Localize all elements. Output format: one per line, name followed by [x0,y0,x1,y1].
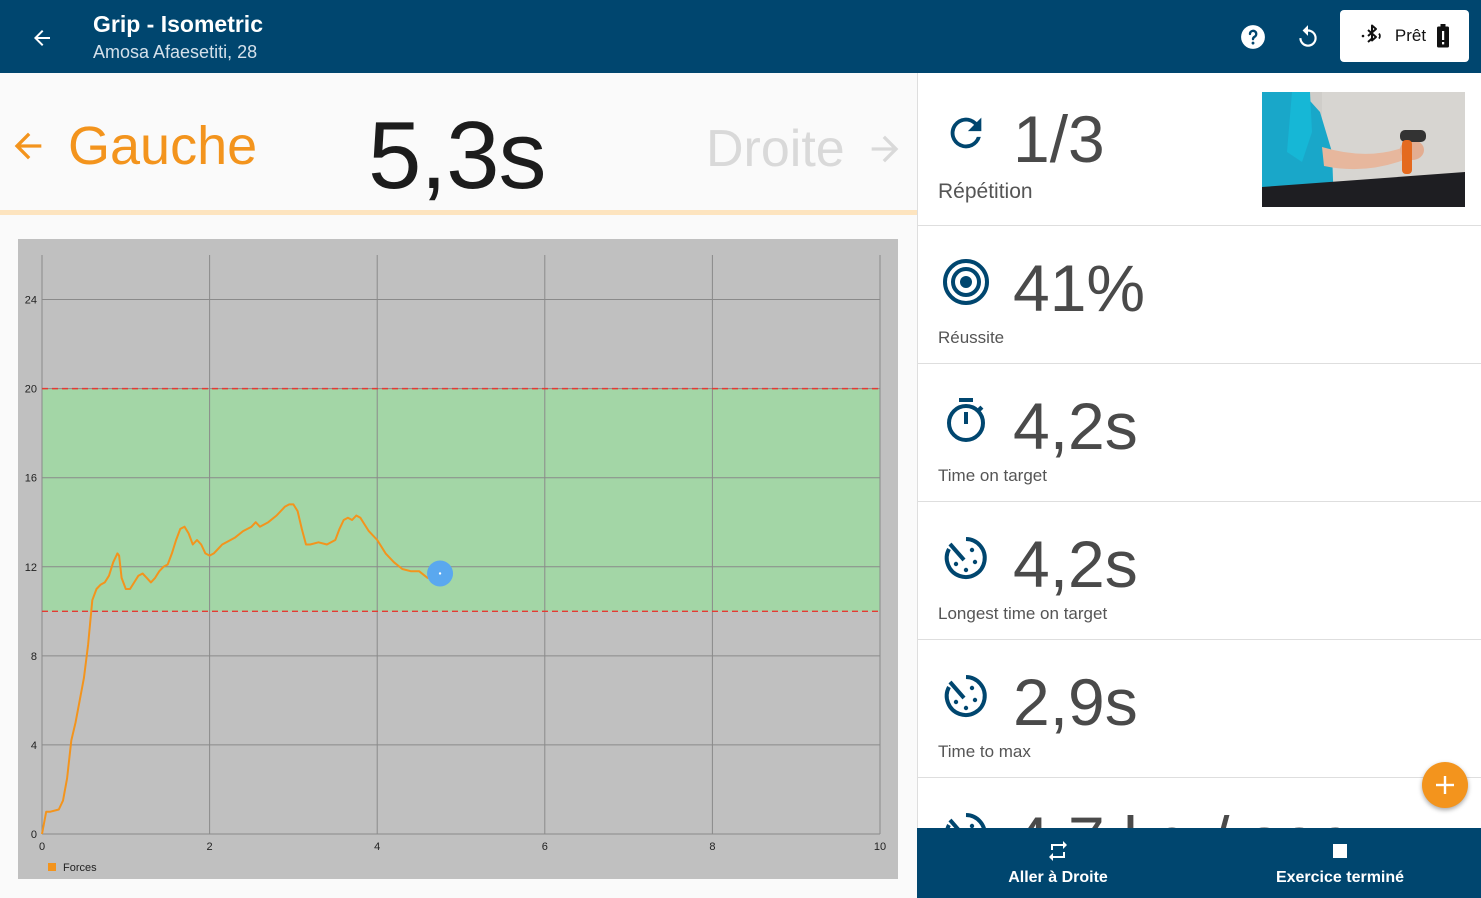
metric-label: Répétition [938,180,1033,203]
current-force-cursor-dot [438,572,442,575]
bluetooth-connected-icon [1361,24,1381,43]
exercise-panel: Gauche 5,3s Droite 0 2 4 6 8 10 0 4 8 12 16 20 24 For… [0,73,917,898]
arrow-right-icon [871,135,899,163]
metric-label: Time to max [938,742,1031,761]
x-tick-label: 6 [542,841,548,853]
switch-side-label: Aller à Droite [1008,869,1108,886]
finish-exercise-label: Exercice terminé [1275,869,1405,886]
left-side-label: Gauche [68,116,258,176]
metric-time-on-target: 4,2s Time on target [918,364,1481,502]
restart-icon [1299,25,1317,47]
y-tick-label: 8 [31,651,37,663]
help-button[interactable] [1233,17,1273,57]
bottom-action-bar: Aller à Droite Exercice terminé [917,828,1481,898]
battery-alert-icon [1437,24,1450,48]
exercise-photo [1262,92,1465,207]
metric-value: 4,2s [1013,527,1138,601]
metric-label: Time on target [938,466,1047,485]
x-tick-label: 2 [207,841,213,853]
arrow-left-icon [14,132,42,160]
side-selector: Gauche 5,3s Droite [0,73,917,215]
device-status-button[interactable]: Prêt [1340,10,1469,62]
x-tick-label: 8 [709,841,715,853]
timer-dashed-icon [940,670,992,722]
metric-value: 1/3 [1013,102,1105,176]
target-zone [42,388,880,612]
right-side-button[interactable]: Droite [706,119,905,179]
stopwatch-icon [940,394,992,446]
timer-dashed-icon [940,532,992,584]
help-circle-icon [1241,25,1265,49]
finish-exercise-button[interactable]: Exercice terminé [1199,828,1481,898]
page-title: Grip - Isometric [93,11,263,37]
metric-label: Réussite [938,328,1005,347]
x-tick-label: 0 [39,841,45,853]
metric-value: 41% [1013,251,1146,325]
y-tick-label: 24 [25,295,37,307]
y-tick-label: 0 [31,829,37,841]
right-side-label: Droite [706,120,845,178]
metric-value: 4,2s [1013,389,1138,463]
legend-label: Forces [63,862,97,874]
left-side-button[interactable]: Gauche [8,115,257,177]
back-button[interactable] [22,18,62,58]
arrow-left-icon [34,30,50,46]
y-tick-label: 16 [25,473,37,485]
x-tick-label: 10 [874,841,886,853]
add-button[interactable] [1422,762,1468,808]
metric-success: 41% Réussite [918,226,1481,364]
stop-icon [1333,844,1347,858]
metric-value: 2,9s [1013,665,1138,739]
metric-label: Longest time on target [938,604,1108,623]
metric-longest-time-on-target: 4,2s Longest time on target [918,502,1481,640]
metrics-panel[interactable]: 1/3 Répétition 41% Réussite 4,2 [917,73,1481,828]
metric-value: 4,7 kg / sec [1013,802,1351,828]
y-tick-label: 20 [25,384,37,396]
y-tick-label: 12 [25,562,37,574]
metric-rate-of-force: 4,7 kg / sec [918,778,1481,828]
timer-dashed-icon [940,808,992,828]
metric-repetition: 1/3 Répétition [918,73,1481,226]
side-progress-underline [0,210,917,215]
plus-icon [1436,776,1454,794]
reset-button[interactable] [1288,17,1328,57]
y-tick-label: 4 [31,740,37,752]
metric-time-to-max: 2,9s Time to max [918,640,1481,778]
target-icon [940,256,992,308]
swap-horizontal-icon [1049,841,1067,861]
patient-subtitle: Amosa Afaesetiti, 28 [93,42,258,62]
legend-swatch [48,863,56,871]
device-status-label: Prêt [1394,26,1427,45]
x-tick-label: 4 [374,841,380,853]
series-line-forces [41,503,437,835]
repeat-icon [940,107,992,159]
switch-side-button[interactable]: Aller à Droite [917,828,1199,898]
elapsed-timer: 5,3s [368,102,546,209]
app-bar: Grip - Isometric Amosa Afaesetiti, 28 Pr… [0,0,1481,73]
force-chart: 0 2 4 6 8 10 0 4 8 12 16 20 24 Forces [18,239,898,879]
